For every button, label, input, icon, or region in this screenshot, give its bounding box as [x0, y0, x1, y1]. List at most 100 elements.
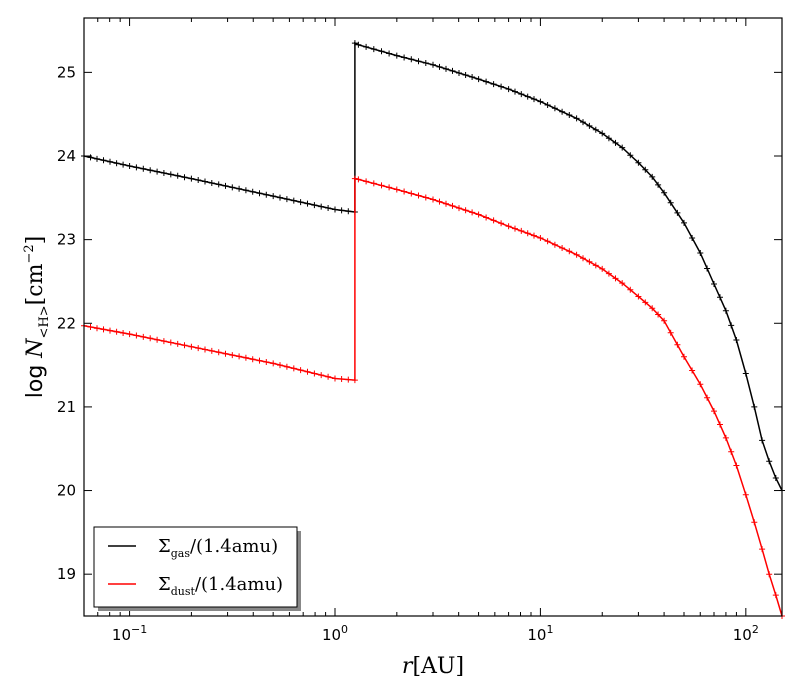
data-point	[370, 46, 377, 53]
data-point	[256, 190, 263, 197]
data-point	[655, 181, 662, 188]
data-point	[401, 188, 408, 195]
data-point	[573, 115, 580, 122]
x-tick-label: 100	[322, 623, 348, 644]
series-layer	[81, 40, 785, 619]
data-point	[120, 161, 127, 168]
data-point	[619, 280, 626, 287]
data-point	[469, 209, 476, 216]
data-point	[766, 458, 773, 465]
data-point	[107, 158, 113, 165]
data-point	[87, 154, 94, 161]
data-point	[524, 230, 531, 237]
data-point	[436, 63, 443, 70]
data-point	[592, 126, 599, 133]
data-point	[449, 202, 456, 209]
data-point	[605, 135, 612, 142]
data-point	[222, 350, 229, 357]
data-point	[717, 294, 723, 301]
legend: Σgas/(1.4amu) Σdust/(1.4amu)	[93, 526, 301, 611]
data-point	[215, 181, 222, 188]
data-point	[242, 354, 249, 361]
data-point	[208, 347, 215, 354]
data-point	[236, 353, 243, 360]
data-point	[681, 219, 687, 226]
data-point	[462, 207, 469, 214]
data-point	[283, 363, 290, 370]
data-point	[363, 43, 370, 50]
data-point	[393, 186, 400, 193]
data-point	[551, 241, 558, 248]
data-point	[120, 330, 127, 336]
data-point	[338, 207, 345, 214]
data-point	[505, 86, 512, 93]
data-point	[728, 448, 735, 455]
data-point	[667, 199, 674, 206]
data-point	[195, 345, 202, 352]
data-point	[599, 265, 606, 272]
data-point	[160, 170, 167, 176]
data-point	[430, 196, 436, 203]
data-point	[627, 286, 634, 293]
data-point	[742, 491, 749, 498]
series-gas	[81, 40, 785, 494]
data-point	[586, 258, 593, 265]
data-point	[188, 343, 195, 350]
data-point	[222, 182, 229, 189]
data-point	[544, 102, 551, 108]
x-tick-label: 102	[733, 623, 759, 644]
data-point	[505, 223, 512, 230]
data-point	[351, 377, 358, 384]
data-point	[537, 98, 544, 105]
data-point	[304, 368, 311, 375]
data-point	[649, 173, 656, 180]
data-point	[154, 168, 161, 175]
ticks-layer: 19 20 21 22 23 24 25 10−1 100 101 102	[57, 18, 782, 644]
y-tick-label: 20	[57, 482, 76, 500]
data-point	[332, 375, 338, 382]
data-point	[667, 329, 674, 336]
data-point	[263, 191, 270, 198]
data-point	[370, 180, 377, 187]
data-point	[655, 311, 662, 318]
data-point	[518, 91, 525, 98]
data-point	[759, 546, 766, 553]
data-point	[236, 185, 243, 192]
data-point	[113, 160, 120, 167]
data-point	[202, 178, 208, 185]
data-point	[351, 40, 358, 47]
data-point	[592, 262, 599, 269]
data-point	[518, 227, 525, 234]
data-point	[290, 197, 297, 204]
data-point	[498, 220, 505, 227]
y-axis-label: log N<H>[cm−2]	[22, 236, 52, 398]
data-point	[415, 192, 422, 199]
data-point	[100, 157, 107, 164]
data-point	[661, 189, 668, 196]
data-point	[642, 299, 649, 306]
data-point	[689, 367, 696, 374]
data-point	[363, 178, 370, 185]
data-point	[469, 74, 476, 80]
data-point	[297, 199, 304, 206]
data-point	[635, 159, 642, 166]
data-point	[498, 83, 505, 90]
data-point	[635, 293, 642, 300]
y-tick-label: 25	[57, 63, 76, 81]
data-point	[338, 376, 345, 382]
data-point	[386, 184, 393, 191]
data-point	[537, 235, 544, 241]
data-point	[524, 93, 531, 100]
data-point	[551, 105, 558, 112]
data-point	[147, 167, 154, 174]
data-point	[751, 403, 758, 410]
data-point	[229, 184, 236, 191]
data-point	[733, 462, 740, 469]
y-tick-label: 23	[57, 231, 76, 249]
svg-text:log N<H>[cm−2]: log N<H>[cm−2]	[22, 236, 52, 398]
data-point	[100, 326, 107, 333]
data-point	[154, 336, 161, 343]
y-tick-label: 19	[57, 565, 76, 583]
data-point	[188, 175, 195, 182]
legend-label-gas: Σgas/(1.4amu)	[158, 536, 278, 560]
